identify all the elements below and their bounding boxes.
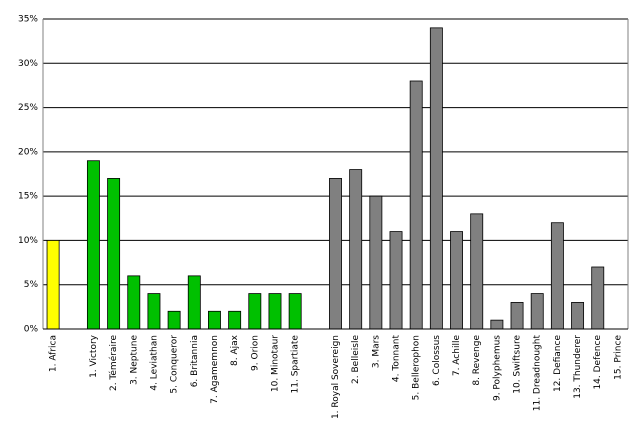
x-tick-label: 3. Neptune: [129, 335, 139, 385]
bar: [107, 178, 121, 330]
bar: [248, 293, 262, 330]
x-tick-label: 1. Royal Sovereign: [331, 335, 341, 419]
x-tick-label: 1. Victory: [89, 334, 99, 378]
x-tick-label: 15. Prince: [613, 335, 623, 380]
y-tick-label: 0%: [24, 325, 39, 335]
y-tick-label: 5%: [24, 280, 39, 290]
x-tick-label: 14. Defence: [593, 335, 603, 390]
bar: [228, 310, 242, 330]
x-tick-label: 5. Bellerophon: [412, 335, 422, 400]
y-tick-label: 30%: [18, 59, 38, 69]
bar: [329, 178, 342, 330]
x-tick-label: 9. Polyphemus: [492, 335, 502, 401]
bar: [389, 231, 403, 330]
bar: [470, 213, 484, 330]
y-tick-label: 35%: [18, 15, 38, 25]
x-tick-label: 4. Leviathan: [149, 335, 159, 391]
bar: [46, 240, 60, 330]
x-tick-label: 3. Mars: [371, 335, 381, 368]
x-tick-label: 5. Conqueror: [170, 335, 180, 394]
y-tick-label: 10%: [18, 236, 38, 246]
bar: [208, 310, 221, 330]
x-tick-label: 8. Ajax: [230, 334, 240, 366]
x-tick-label: 6. Colossus: [432, 335, 442, 386]
x-tick-label: 10. Minotaur: [270, 335, 280, 392]
x-tick-label: 11. Spartiate: [291, 335, 301, 394]
x-tick-label: 2. Belleisle: [351, 335, 361, 384]
bar: [490, 319, 504, 330]
bar: [187, 275, 201, 330]
bar: [510, 302, 524, 330]
y-tick-label: 20%: [18, 147, 38, 157]
x-tick-label: 7. Agamemnon: [210, 335, 220, 404]
x-tick-label: 8. Revenge: [472, 335, 482, 386]
bar: [530, 293, 544, 330]
bar: [369, 195, 383, 330]
bar: [349, 169, 363, 330]
x-tick-label: 2. Téméraire: [108, 335, 119, 391]
bar: [86, 160, 100, 330]
x-tick-label: 6. Britannia: [190, 335, 200, 387]
bar: [167, 310, 181, 330]
bar: [591, 266, 605, 330]
bar: [550, 222, 564, 330]
x-tick-label: 11. Dreadnought: [533, 335, 543, 412]
bar: [571, 302, 585, 330]
bar: [429, 27, 443, 330]
bar: [288, 293, 302, 330]
bar: [127, 275, 141, 330]
y-tick-label: 15%: [18, 192, 38, 202]
x-tick-label: 13. Thunderer: [573, 335, 583, 399]
x-tick-label: 10. Swiftsure: [513, 335, 523, 394]
x-tick-label: 7. Achille: [452, 335, 462, 377]
y-tick-label: 25%: [18, 103, 38, 113]
bar: [268, 293, 282, 330]
bar: [450, 231, 463, 330]
x-tick-label: 4. Tonnant: [392, 335, 402, 383]
x-tick-label: 1. Africa: [49, 335, 59, 372]
x-tick-label: 9. Orion: [250, 335, 260, 371]
x-tick-label: 12. Defiance: [553, 335, 563, 392]
bar: [409, 80, 423, 330]
bar: [147, 293, 161, 330]
